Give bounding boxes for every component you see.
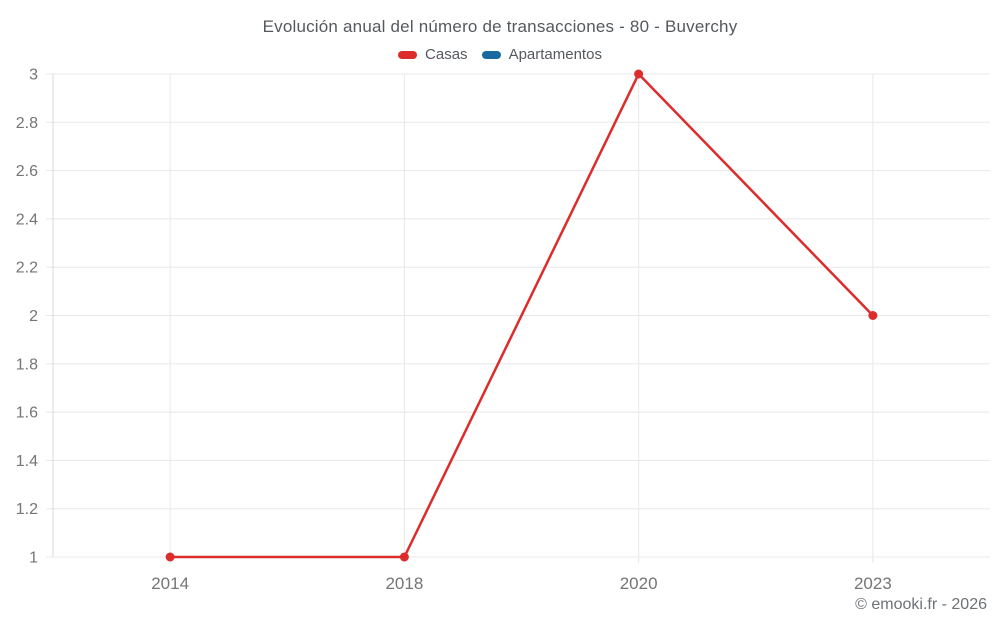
data-point-casas (868, 311, 878, 320)
y-tick-label: 1.8 (16, 356, 38, 373)
data-point-casas (165, 552, 175, 562)
x-tick-label: 2014 (151, 574, 189, 593)
legend-item-casas[interactable]: Casas (398, 46, 468, 63)
apartamentos-legend-swatch-icon (481, 50, 501, 59)
data-point-casas (634, 69, 644, 79)
series-line-casas (170, 72, 874, 559)
y-tick-label: 1 (29, 550, 38, 567)
y-tick-label: 2.4 (16, 211, 38, 228)
y-tick-label: 1.2 (16, 501, 38, 518)
y-tick-label: 2.6 (16, 163, 38, 180)
legend-label-apartamentos: Apartamentos (508, 46, 602, 63)
casas-legend-swatch-icon (398, 50, 418, 59)
legend-item-apartamentos[interactable]: Apartamentos (481, 46, 602, 63)
chart-title: Evolución anual del número de transaccio… (262, 17, 738, 36)
legend-label-casas: Casas (425, 46, 468, 63)
x-tick-label: 2018 (385, 574, 423, 593)
x-tick-label: 2020 (620, 574, 658, 593)
y-tick-label: 3 (29, 67, 38, 84)
y-tick-label: 2.2 (16, 260, 38, 277)
footer-credit: © emooki.fr - 2026 (855, 596, 987, 613)
y-tick-label: 2.8 (16, 115, 38, 132)
y-tick-label: 1.6 (16, 405, 38, 422)
y-tick-label: 2 (29, 308, 38, 325)
x-tick-label: 2023 (854, 574, 892, 593)
y-tick-label: 1.4 (16, 453, 38, 470)
data-point-casas (399, 552, 409, 562)
chart-legend: Casas Apartamentos (0, 46, 1000, 63)
